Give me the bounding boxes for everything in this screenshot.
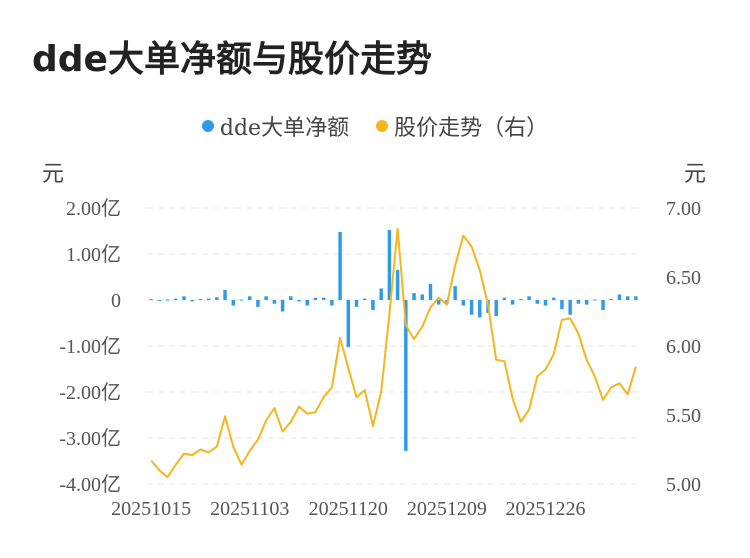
- dde-bar: [428, 283, 433, 300]
- dde-bar: [469, 300, 474, 315]
- legend-dot-dde: [201, 120, 214, 132]
- dde-bar: [198, 299, 203, 301]
- dde-bar: [453, 286, 457, 300]
- dde-bar: [625, 296, 630, 300]
- dde-bar: [395, 270, 400, 300]
- dde-bar: [354, 300, 359, 307]
- right-axis-unit: 元: [684, 162, 707, 187]
- legend-label-price: 股价走势（右）: [394, 116, 549, 141]
- dde-bar: [239, 299, 244, 301]
- dde-bar: [264, 296, 268, 300]
- legend-item-price[interactable]: 股价走势（右）: [376, 110, 548, 142]
- dde-bar: [206, 298, 211, 300]
- dde-bar: [560, 300, 564, 310]
- left-axis-tick-label: -1.00亿: [59, 335, 121, 358]
- dde-bar: [321, 297, 326, 300]
- left-axis-tick-label: -2.00亿: [59, 381, 121, 404]
- dde-bar: [272, 300, 277, 304]
- dde-bar: [247, 296, 252, 300]
- right-axis-tick-label: 5.00: [666, 474, 701, 496]
- dde-bar: [346, 300, 351, 347]
- dde-bar: [182, 296, 186, 300]
- legend-dot-price: [376, 120, 389, 132]
- dde-bar: [379, 288, 383, 300]
- legend-label-dde: dde大单净额: [219, 116, 350, 141]
- right-axis-tick-label: 6.50: [666, 267, 701, 289]
- dde-bar: [576, 300, 581, 304]
- dde-bar: [593, 299, 597, 301]
- dde-bar: [338, 231, 342, 300]
- x-axis-tick-label: 20251226: [506, 498, 586, 520]
- dde-bar: [601, 300, 605, 311]
- dde-bar: [313, 297, 318, 300]
- right-axis-tick-label: 5.50: [666, 405, 701, 427]
- left-axis-unit: 元: [42, 162, 65, 187]
- dde-bar: [297, 300, 301, 302]
- dde-bar: [190, 300, 194, 302]
- dde-bar: [634, 296, 638, 300]
- dde-bar: [502, 297, 507, 300]
- dde-bar: [478, 300, 482, 318]
- x-axis-tick-label: 20251015: [111, 498, 191, 520]
- dde-bar: [157, 300, 162, 301]
- dde-bar: [494, 300, 498, 317]
- dde-bar: [461, 300, 466, 306]
- dde-bar: [256, 300, 260, 307]
- dde-bar: [174, 298, 178, 300]
- dde-bar: [551, 297, 556, 300]
- dde-bar: [510, 300, 515, 305]
- dde-bar: [412, 293, 416, 300]
- dde-bar: [371, 300, 375, 311]
- dde-bar: [436, 300, 441, 305]
- right-axis-tick-label: 6.00: [666, 336, 701, 358]
- right-axis-tick-label: 7.00: [666, 198, 701, 220]
- x-axis-tick-label: 20251120: [309, 498, 388, 520]
- dde-bar: [519, 299, 523, 301]
- legend-item-dde[interactable]: dde大单净额: [201, 110, 350, 142]
- dde-bar: [305, 300, 309, 306]
- dde-bar: [231, 300, 236, 306]
- dde-bar: [149, 299, 153, 301]
- dde-bar: [387, 230, 392, 300]
- dde-bar: [215, 297, 219, 300]
- left-axis-tick-label: 1.00亿: [66, 243, 121, 266]
- left-axis-tick-label: -3.00亿: [59, 427, 121, 450]
- dde-bar: [617, 294, 622, 300]
- dde-bar: [404, 300, 408, 451]
- x-axis-tick-label: 20251103: [210, 498, 289, 520]
- dde-bar: [527, 296, 531, 300]
- left-axis-tick-label: 2.00亿: [66, 197, 121, 220]
- dde-bar: [535, 300, 540, 304]
- price-line: [150, 227, 637, 479]
- left-axis-tick-label: -4.00亿: [59, 473, 121, 496]
- chart-legend: dde大单净额 股价走势（右）: [0, 110, 750, 142]
- dde-bar: [584, 300, 589, 305]
- dde-bar: [543, 300, 548, 306]
- dde-bar: [330, 300, 334, 306]
- dde-bar: [223, 289, 227, 300]
- dde-bar: [280, 300, 285, 312]
- dde-bar: [609, 299, 613, 301]
- dde-bar: [289, 296, 293, 300]
- chart-title: dde大单净额与股价走势: [32, 39, 432, 80]
- dde-bar: [165, 299, 170, 301]
- dde-bar: [420, 294, 424, 300]
- left-axis-tick-label: 0: [111, 290, 121, 312]
- x-axis-tick-label: 20251209: [407, 498, 487, 520]
- dde-bar: [568, 300, 572, 315]
- dde-bar: [363, 298, 367, 300]
